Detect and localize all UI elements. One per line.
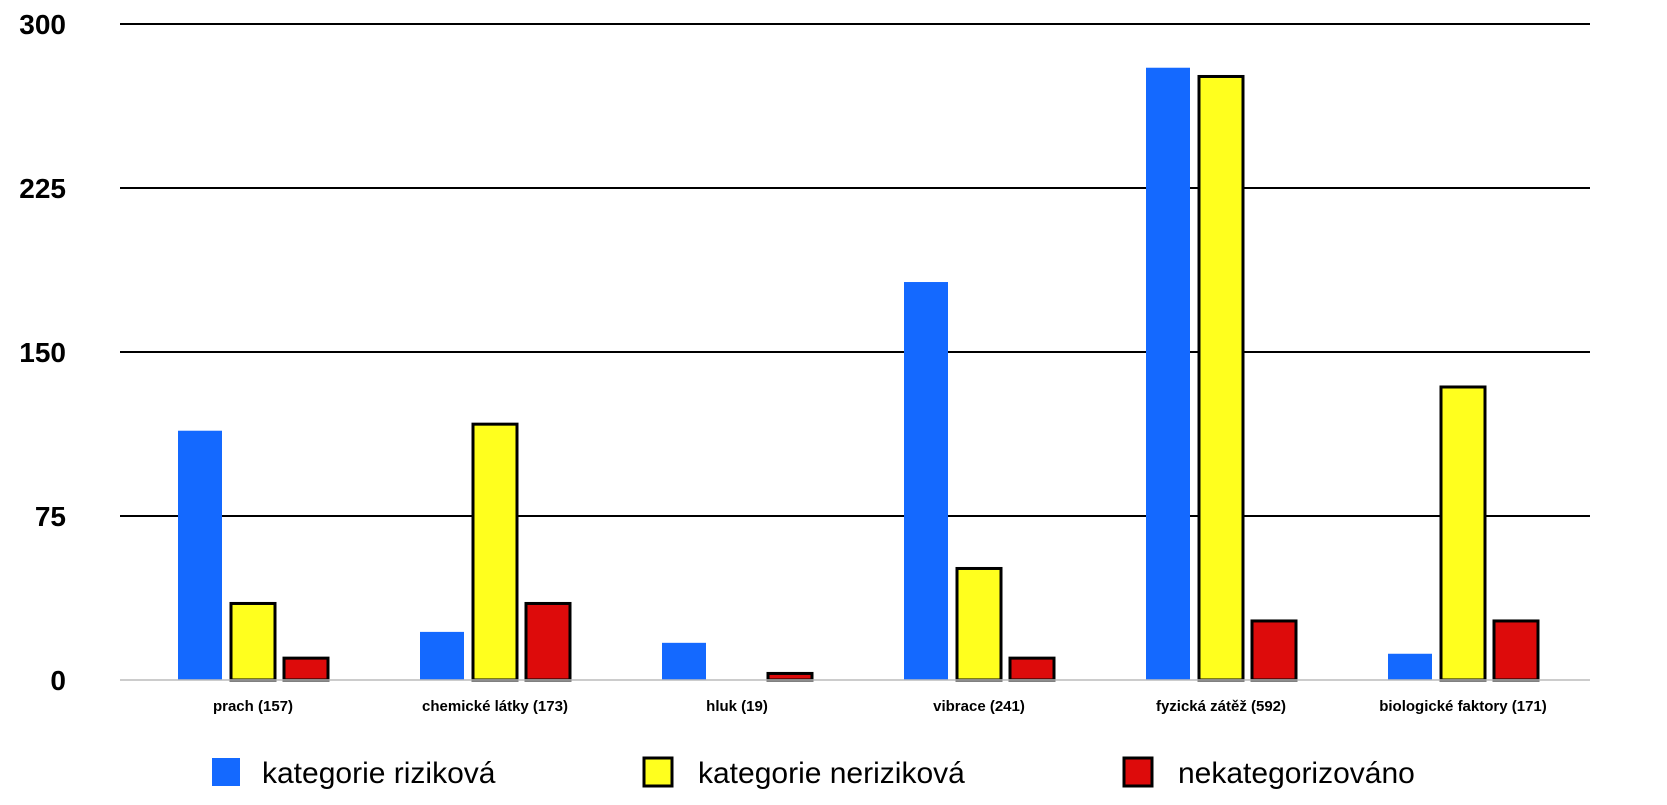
x-tick-label: fyzická zátěž (592) xyxy=(1156,698,1286,715)
legend-item: kategorie neriziková xyxy=(642,756,965,790)
bar-1 xyxy=(904,282,948,680)
bar-2 xyxy=(1197,74,1245,682)
x-tick-label: chemické látky (173) xyxy=(422,698,568,715)
y-axis-ticks: 0 75 150 225 300 xyxy=(19,9,66,696)
legend-swatch xyxy=(1122,756,1154,788)
bar-3 xyxy=(524,601,572,682)
bar-2 xyxy=(1439,385,1487,682)
x-tick-label: prach (157) xyxy=(213,698,293,715)
y-tick-label: 75 xyxy=(35,501,66,532)
bar-3 xyxy=(1492,619,1540,682)
bar-1 xyxy=(662,642,706,680)
bar-2 xyxy=(471,422,519,682)
legend-label: nekategorizováno xyxy=(1178,757,1415,790)
bar-1 xyxy=(178,430,222,680)
bar-1 xyxy=(1388,653,1432,680)
legend-item: nekategorizováno xyxy=(1122,756,1415,790)
bar-3 xyxy=(766,671,814,682)
bar-3 xyxy=(282,656,330,682)
x-tick-label: biologické faktory (171) xyxy=(1379,698,1547,715)
legend-swatch xyxy=(642,756,674,788)
y-tick-label: 0 xyxy=(50,665,66,696)
bar-3 xyxy=(1250,619,1298,682)
legend: kategorie riziková kategorie neriziková ne… xyxy=(212,756,1415,790)
bar-2 xyxy=(955,566,1003,682)
bar-1 xyxy=(420,631,464,680)
bar-3 xyxy=(1008,656,1056,682)
y-tick-label: 150 xyxy=(19,337,66,368)
legend-item: kategorie riziková xyxy=(212,757,496,790)
legend-label: kategorie riziková xyxy=(262,757,496,790)
x-axis-labels: prach (157) chemické látky (173) hluk (19)… xyxy=(213,698,1547,715)
legend-label: kategorie neriziková xyxy=(698,757,965,790)
gridlines xyxy=(120,23,1590,517)
bar-2 xyxy=(229,601,277,682)
bar-1 xyxy=(1146,67,1190,680)
bars xyxy=(178,67,1540,682)
y-tick-label: 225 xyxy=(19,173,66,204)
x-tick-label: hluk (19) xyxy=(706,698,768,715)
y-tick-label: 300 xyxy=(19,9,66,40)
x-tick-label: vibrace (241) xyxy=(933,698,1025,715)
legend-swatch xyxy=(212,758,240,786)
